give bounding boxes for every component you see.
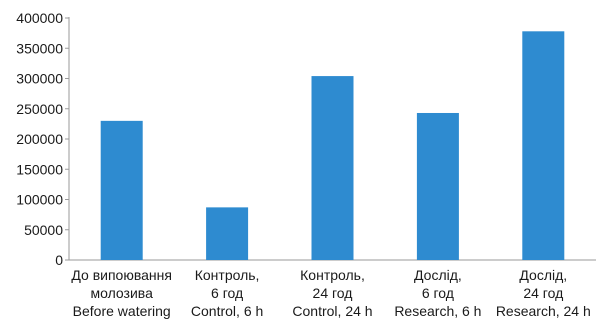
- x-axis-labels: До випоювання молозива Before watering Конт…: [71, 267, 590, 319]
- y-tick-label: 150000: [16, 161, 63, 177]
- bar-1: [100, 120, 143, 260]
- x-tick-label: Control, 24 h: [292, 303, 372, 319]
- y-axis: 0 50000 100000 150000 200000 250000 300000 3500…: [16, 10, 69, 268]
- y-tick-label: 100000: [16, 192, 63, 208]
- y-tick-label: 400000: [16, 10, 63, 26]
- x-tick-label: Контроль,: [300, 267, 365, 283]
- x-tick-label: молозива: [91, 285, 154, 301]
- bar-series: [100, 31, 565, 261]
- x-tick-label: 24 год: [523, 285, 563, 301]
- x-tick-label: Дослід,: [519, 267, 567, 283]
- bar-5: [522, 31, 565, 261]
- bar-2: [206, 207, 249, 260]
- bar-4: [416, 112, 459, 260]
- y-tick-label: 50000: [24, 222, 63, 238]
- x-tick-label: Дослід,: [414, 267, 462, 283]
- x-tick-label: Research, 6 h: [394, 303, 481, 319]
- x-tick-label: 24 год: [313, 285, 353, 301]
- bar-3: [311, 76, 354, 260]
- y-tick-label: 200000: [16, 131, 63, 147]
- y-tick-label: 300000: [16, 71, 63, 87]
- y-tick-label: 0: [55, 252, 63, 268]
- y-tick-label: 350000: [16, 40, 63, 56]
- x-tick-label: 6 год: [211, 285, 243, 301]
- y-tick-label: 250000: [16, 101, 63, 117]
- x-tick-label: 6 год: [422, 285, 454, 301]
- x-tick-label: Research, 24 h: [496, 303, 591, 319]
- x-tick-label: До випоювання: [71, 267, 172, 283]
- x-tick-label: Контроль,: [195, 267, 260, 283]
- x-tick-label: Before watering: [73, 303, 171, 319]
- x-tick-label: Control, 6 h: [191, 303, 263, 319]
